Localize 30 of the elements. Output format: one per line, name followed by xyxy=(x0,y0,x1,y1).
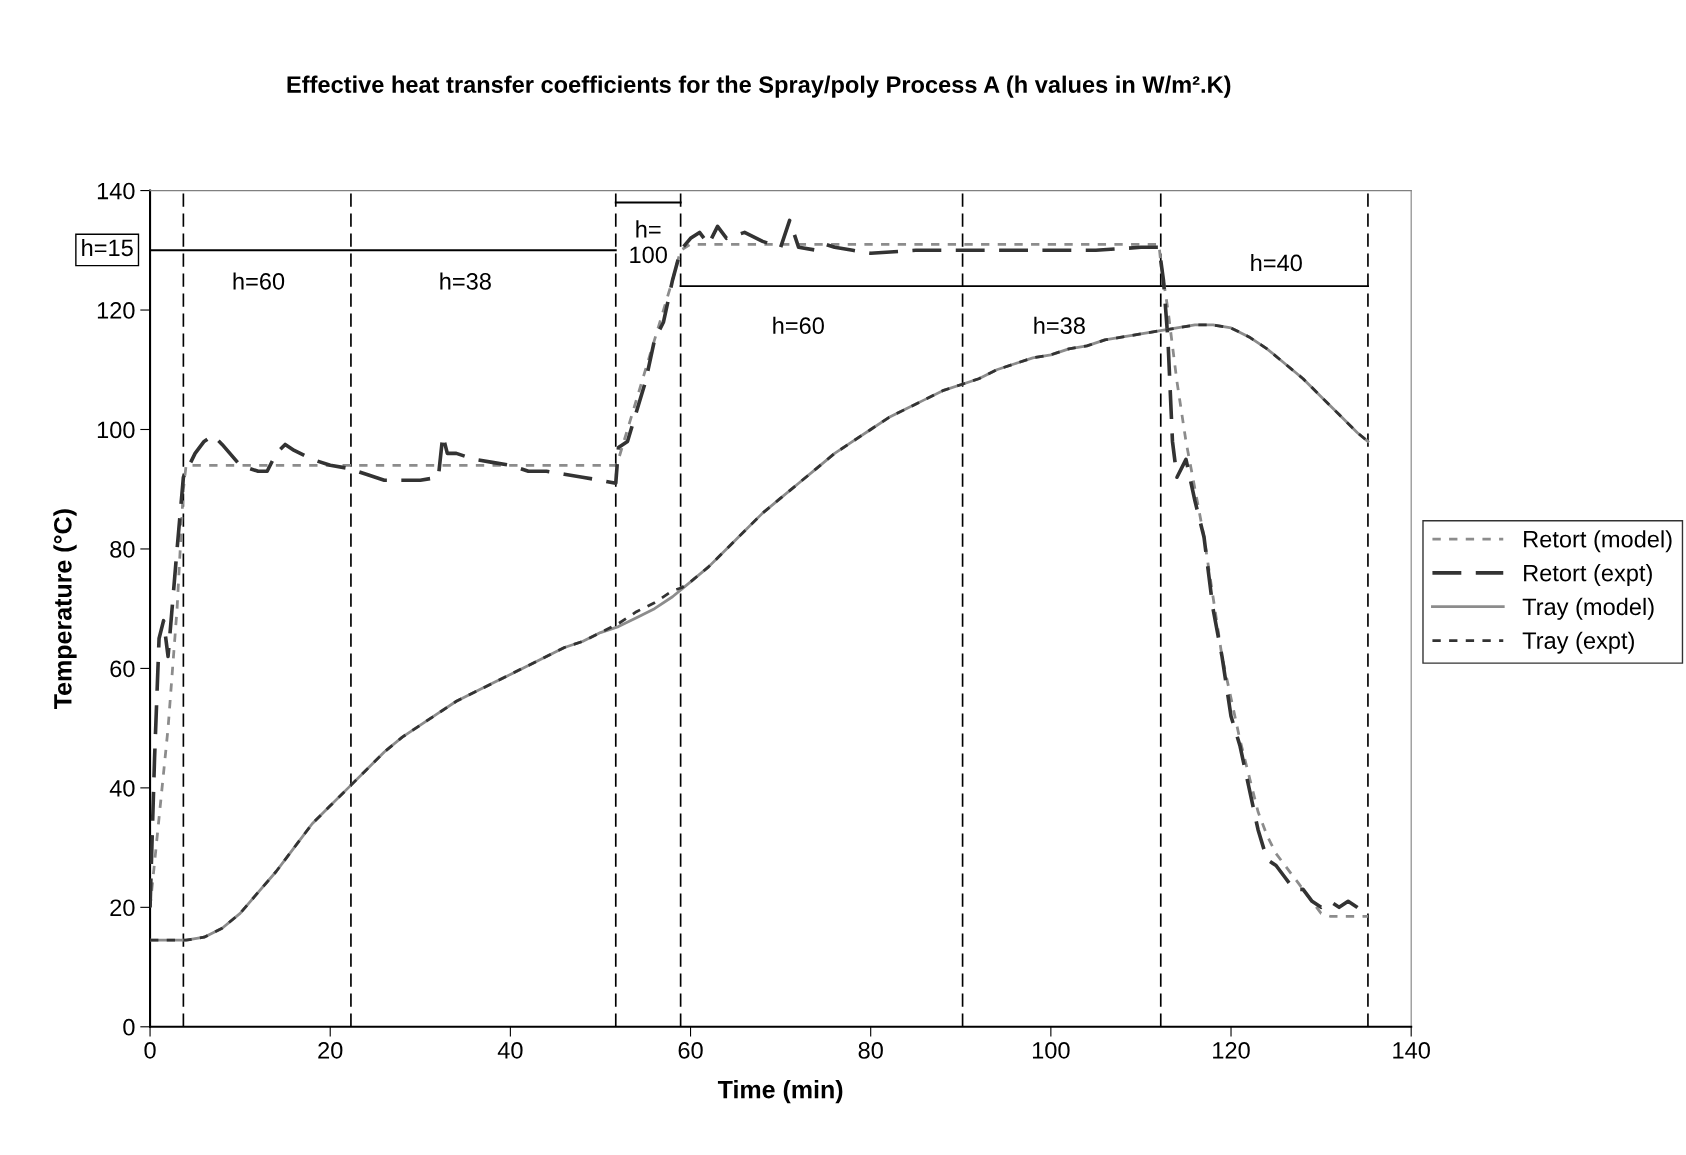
y-axis-title: Temperature (°C) xyxy=(53,509,77,710)
y-tick-label: 80 xyxy=(110,541,135,558)
legend-label: Retort (expt) xyxy=(1524,564,1652,587)
chart-title: Effective heat transfer coefficients for the Spray/poly Process A (h values in W/m².K) xyxy=(287,75,1231,98)
annotation: h= 100 xyxy=(630,220,667,264)
x-axis-title: Time (min) xyxy=(717,1080,843,1104)
x-tick-label: 40 xyxy=(497,1042,523,1059)
x-tick-label: 0 xyxy=(144,1042,156,1059)
x-tick-label: 80 xyxy=(858,1042,883,1059)
y-tick-label: 120 xyxy=(97,302,135,319)
x-tick-label: 120 xyxy=(1213,1042,1250,1059)
x-tick-label: 60 xyxy=(678,1042,703,1059)
y-tick-label: 60 xyxy=(110,660,135,678)
legend-label: Tray (model) xyxy=(1522,597,1654,620)
y-tick-label: 100 xyxy=(97,421,135,439)
annotation: h=38 xyxy=(1034,316,1085,335)
annotation: h=40 xyxy=(1251,253,1302,272)
y-tick-label: 140 xyxy=(97,182,135,200)
text: h=15 xyxy=(82,238,133,257)
x-tick-label: 100 xyxy=(1032,1042,1070,1059)
annotation: h=60 xyxy=(233,272,285,290)
annotation: h=60 xyxy=(773,316,824,335)
annotation: h=38 xyxy=(440,272,491,290)
y-tick-label: 0 xyxy=(123,1018,135,1036)
x-tick-label: 20 xyxy=(318,1042,343,1059)
y-tick-label: 40 xyxy=(109,779,135,797)
legend-label: Tray (expt) xyxy=(1522,631,1634,654)
y-tick-label: 20 xyxy=(110,899,135,917)
legend-label: Retort (model) xyxy=(1524,530,1672,553)
x-tick-label: 140 xyxy=(1393,1042,1430,1059)
